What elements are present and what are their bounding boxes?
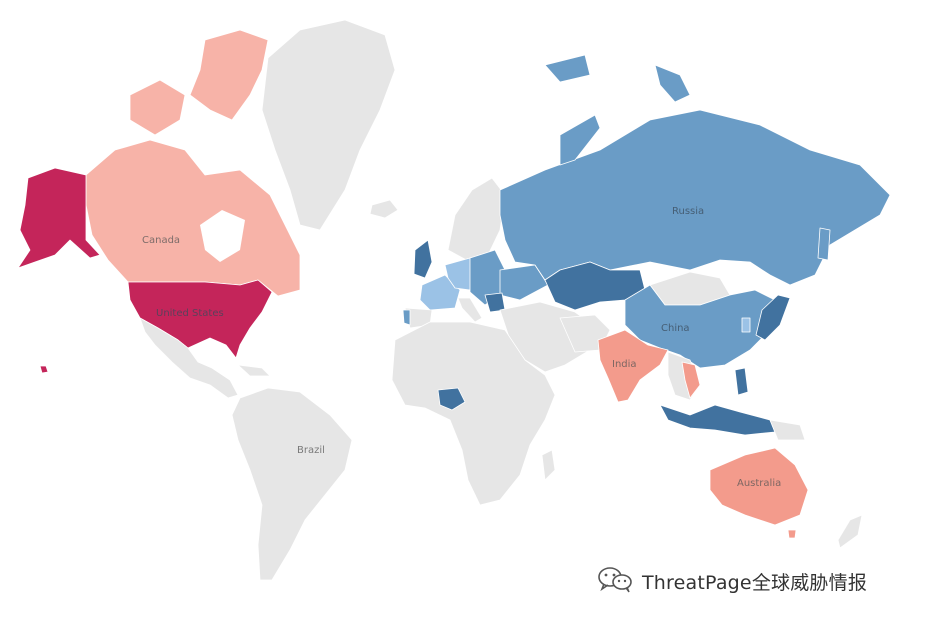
italy[interactable]	[457, 297, 483, 323]
greenland[interactable]	[261, 19, 396, 231]
indonesia[interactable]	[659, 404, 776, 436]
wechat-icon	[596, 565, 636, 597]
caribbean[interactable]	[237, 364, 271, 377]
hudson-bay	[200, 210, 245, 262]
france[interactable]	[419, 274, 461, 311]
portugal[interactable]	[402, 309, 411, 326]
united-states[interactable]	[127, 279, 273, 359]
label-brazil: Brazil	[297, 445, 325, 456]
novaya-zemlya[interactable]	[559, 114, 601, 166]
canada-islands-west[interactable]	[129, 79, 186, 136]
sakhalin[interactable]	[817, 227, 831, 261]
label-russia: Russia	[672, 206, 704, 217]
alaska[interactable]	[17, 167, 101, 269]
label-australia: Australia	[737, 478, 781, 489]
russia[interactable]	[499, 109, 891, 286]
ukraine[interactable]	[499, 264, 549, 301]
iceland[interactable]	[369, 199, 399, 219]
label-india: India	[612, 359, 637, 370]
russia-east-islands[interactable]	[654, 64, 691, 103]
label-canada: Canada	[142, 235, 180, 246]
africa[interactable]	[391, 321, 556, 506]
south-korea[interactable]	[741, 317, 751, 333]
label-china: China	[661, 323, 690, 334]
balkans[interactable]	[484, 292, 506, 313]
nigeria[interactable]	[437, 387, 466, 411]
vietnam[interactable]	[681, 361, 701, 399]
hawaii[interactable]	[39, 365, 49, 374]
papua[interactable]	[769, 419, 806, 441]
canada[interactable]	[85, 139, 301, 297]
australia[interactable]	[709, 447, 809, 526]
mexico[interactable]	[139, 317, 239, 399]
canada-islands[interactable]	[189, 29, 269, 121]
japan[interactable]	[755, 294, 791, 341]
united-kingdom[interactable]	[413, 239, 433, 279]
label-united-states: United States	[156, 308, 224, 319]
india[interactable]	[597, 329, 669, 403]
madagascar[interactable]	[541, 449, 556, 481]
tasmania[interactable]	[787, 529, 797, 539]
south-america[interactable]	[231, 387, 353, 581]
russia-arctic-islands[interactable]	[544, 54, 591, 83]
china[interactable]	[624, 284, 776, 369]
watermark-text: ThreatPage全球威胁情报	[642, 571, 868, 594]
watermark: ThreatPage全球威胁情报	[596, 566, 867, 596]
scandinavia[interactable]	[447, 177, 506, 263]
philippines[interactable]	[734, 367, 749, 396]
new-zealand[interactable]	[837, 514, 863, 549]
